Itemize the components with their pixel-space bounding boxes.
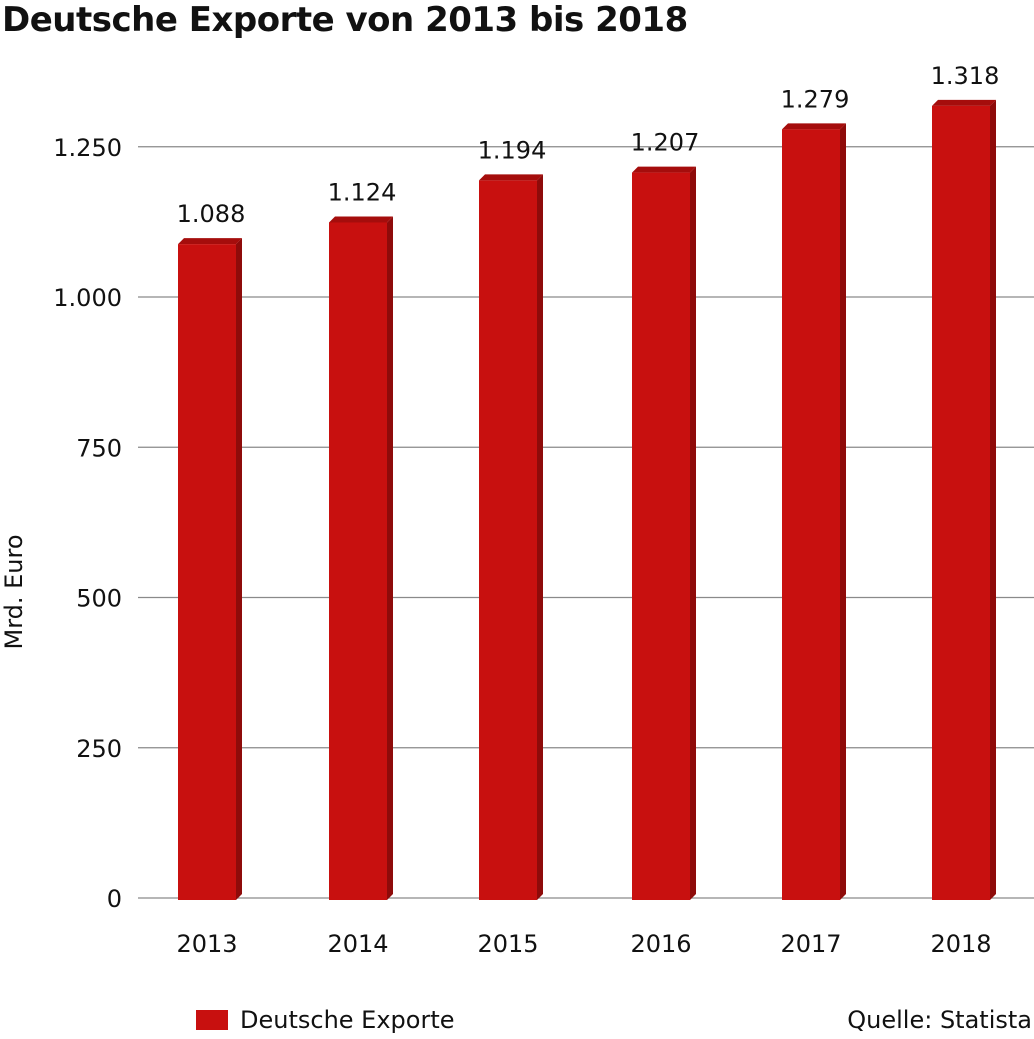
y-tick-label: 500 [76,585,122,613]
legend: Deutsche Exporte [196,1006,455,1034]
legend-label: Deutsche Exporte [240,1006,455,1034]
bar-top [632,166,696,173]
y-tick-label: 0 [107,885,122,913]
y-tick-label: 250 [76,735,122,763]
bar-side [990,99,996,900]
source-note: Quelle: Statista [847,1006,1032,1034]
bar-side [840,123,846,901]
bar-side [690,166,696,900]
bar-top [932,99,996,106]
data-label-2016: 1.207 [631,129,700,157]
data-label-2015: 1.194 [478,136,547,164]
bar-side [387,216,393,900]
bar-2013 [178,238,242,900]
bar-front [632,172,690,900]
bar-front [932,105,990,900]
bar-top [479,174,543,181]
data-label-2017: 1.279 [781,85,850,113]
bar-2018 [932,99,996,900]
bar-2015 [479,174,543,900]
bar-side [236,238,242,900]
y-tick-label: 1.000 [53,284,122,312]
x-tick-label-2017: 2017 [780,930,841,958]
bar-2016 [632,166,696,900]
y-axis-label: Mrd. Euro [0,534,28,649]
data-label-2018: 1.318 [931,62,1000,90]
bar-2014 [329,216,393,900]
data-label-2014: 1.124 [328,178,397,206]
bar-top [782,123,846,130]
bars [178,99,996,901]
x-tick-label-2013: 2013 [176,930,237,958]
data-label-2013: 1.088 [177,200,246,228]
data-labels: 1.088 1.124 1.194 1.207 1.279 1.318 [177,62,1000,228]
x-tick-label-2014: 2014 [327,930,388,958]
gridlines [138,146,1034,899]
bar-front [782,129,840,901]
x-tick-label-2016: 2016 [630,930,691,958]
x-tick-label-2018: 2018 [930,930,991,958]
bar-front [479,180,537,900]
bar-front [329,222,387,900]
bar-side [537,174,543,900]
bar-2017 [782,123,846,901]
y-tick-label: 750 [76,434,122,462]
y-tick-label: 1.250 [53,134,122,162]
legend-swatch [196,1010,228,1030]
bar-top [329,216,393,223]
x-tick-label-2015: 2015 [477,930,538,958]
bar-top [178,238,242,245]
x-axis-ticks: 2013 2014 2015 2016 2017 2018 [176,930,991,958]
chart-title: Deutsche Exporte von 2013 bis 2018 [2,0,688,40]
y-axis-ticks: 0 250 500 750 1.000 1.250 [53,134,122,913]
bar-front [178,244,236,900]
